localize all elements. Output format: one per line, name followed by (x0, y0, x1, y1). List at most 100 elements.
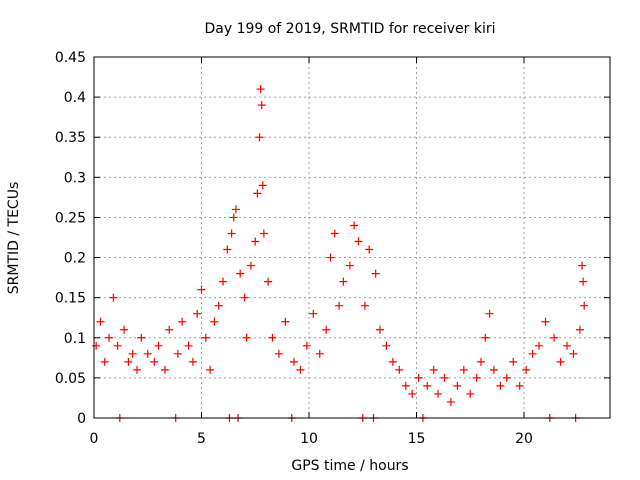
data-point (289, 357, 298, 366)
y-tick-label: 0.3 (64, 170, 86, 186)
data-point (197, 285, 206, 294)
data-point (550, 333, 559, 342)
data-point (100, 357, 109, 366)
data-point (429, 365, 438, 374)
data-point (502, 373, 511, 382)
data-point (563, 341, 571, 350)
data-point (414, 373, 423, 382)
y-tick-label: 0.25 (55, 210, 86, 226)
data-point (315, 349, 324, 358)
data-point (401, 381, 410, 390)
data-point (154, 341, 163, 350)
data-point (124, 357, 133, 366)
data-point (257, 101, 266, 110)
data-point (165, 325, 174, 334)
data-point (150, 357, 159, 366)
data-point (440, 373, 449, 382)
data-point (395, 365, 404, 374)
y-tick-label: 0.05 (55, 371, 86, 387)
data-point (434, 389, 442, 398)
data-point (388, 357, 397, 366)
y-tick-label: 0 (77, 411, 86, 427)
data-point (227, 229, 236, 238)
data-point (322, 325, 331, 334)
data-point (345, 261, 354, 270)
data-point (472, 373, 481, 382)
data-point (335, 301, 344, 310)
data-point (253, 189, 262, 198)
data-point (350, 221, 359, 230)
data-point (375, 325, 384, 334)
data-point (105, 333, 114, 342)
data-point (109, 293, 118, 302)
data-point (219, 277, 227, 286)
x-tick-label: 5 (197, 431, 206, 447)
data-point (92, 341, 101, 350)
data-point (113, 341, 122, 350)
data-point (569, 349, 578, 358)
data-point (256, 85, 265, 94)
data-point (268, 333, 277, 342)
data-point (481, 333, 490, 342)
data-point (281, 317, 290, 326)
x-axis-label: GPS time / hours (291, 458, 408, 474)
data-point (255, 133, 264, 142)
y-tick-label: 0.2 (64, 251, 86, 267)
data-point (223, 245, 232, 254)
y-tick-label: 0.4 (64, 90, 86, 106)
data-point (382, 341, 391, 350)
data-point (309, 309, 318, 318)
data-point (354, 237, 363, 246)
data-point (259, 229, 268, 238)
data-point (193, 309, 202, 318)
data-point (302, 341, 311, 350)
x-tick-label: 10 (300, 431, 318, 447)
data-point (339, 277, 348, 286)
data-point (184, 341, 193, 350)
data-point (178, 317, 187, 326)
data-point (496, 381, 505, 390)
data-point (453, 381, 462, 390)
data-point (522, 365, 531, 374)
data-point (296, 365, 305, 374)
data-point (459, 365, 468, 374)
y-tick-label: 0.15 (55, 291, 86, 307)
data-point (330, 229, 339, 238)
data-point (206, 365, 215, 374)
data-point (133, 365, 141, 374)
data-point (242, 333, 251, 342)
points-layer (92, 85, 589, 422)
data-point (120, 325, 129, 334)
data-point (326, 253, 335, 262)
data-point (485, 309, 494, 318)
data-point (128, 349, 137, 358)
data-point (173, 349, 182, 358)
data-point (575, 325, 584, 334)
data-point (274, 349, 283, 358)
data-point (423, 381, 432, 390)
data-point (446, 397, 455, 406)
data-point (489, 365, 498, 374)
data-point (580, 301, 589, 310)
x-tick-label: 15 (408, 431, 426, 447)
data-point (371, 269, 380, 278)
data-point (541, 317, 550, 326)
x-tick-label: 20 (515, 431, 533, 447)
data-point (365, 245, 374, 254)
data-point (360, 301, 369, 310)
data-point (201, 333, 210, 342)
data-point (264, 277, 273, 286)
data-point (578, 261, 587, 270)
data-point (214, 301, 223, 310)
data-point (96, 317, 105, 326)
data-point (515, 381, 524, 390)
y-tick-label: 0.35 (55, 130, 86, 146)
data-point (477, 357, 485, 366)
data-point (556, 357, 565, 366)
data-point (143, 349, 152, 358)
data-point (258, 181, 267, 190)
data-point (246, 261, 255, 270)
data-point (535, 341, 544, 350)
axis-layer: 0 0.05 0.1 0.15 0.2 0.25 0.3 0.35 0.4 0.45 0 5 10 15 2… (55, 50, 610, 447)
